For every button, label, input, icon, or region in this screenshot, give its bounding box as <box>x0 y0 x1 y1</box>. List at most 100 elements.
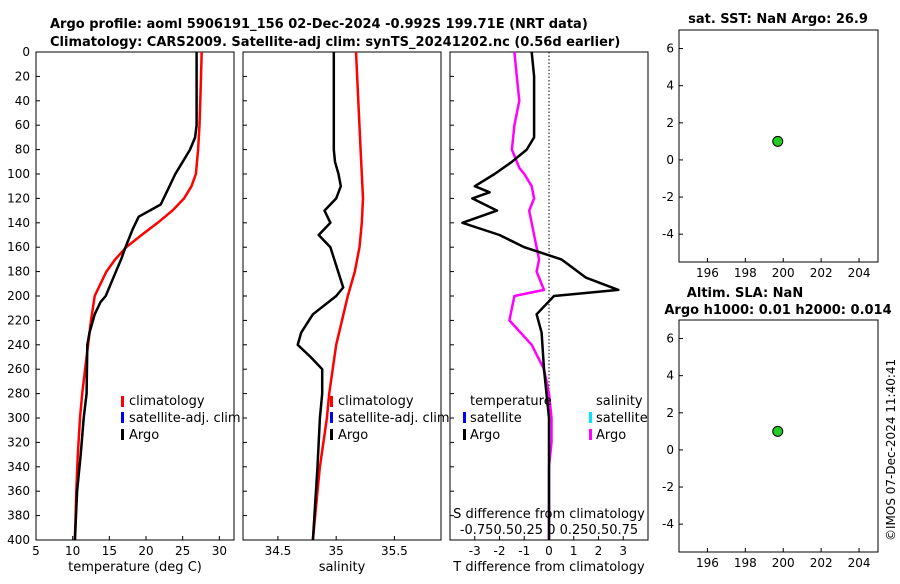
legend-swatch-satellite-adj <box>121 412 124 423</box>
legend-title-temperature: temperature <box>470 394 552 409</box>
difference-salinity-argo-line <box>508 51 553 540</box>
legend-swatch-climatology <box>330 396 333 407</box>
sst-ticks: 6 4 2 0 -2 -4 196 198 200 202 204 <box>662 42 870 280</box>
difference-legend: temperature salinity satellite Argo sate… <box>463 394 648 443</box>
y-tick-label: 6 <box>666 332 674 346</box>
temperature-lines <box>73 51 203 541</box>
depth-tick-label: 120 <box>7 191 30 205</box>
salinity-x-label: salinity <box>319 560 366 575</box>
salinity-tick-label: 35 <box>329 544 344 558</box>
temperature-tick-label: 30 <box>212 544 227 558</box>
legend-swatch-argo <box>330 429 333 440</box>
depth-tick-label: 240 <box>7 338 30 352</box>
y-tick-label: 0 <box>666 153 674 167</box>
depth-tick-label: 220 <box>7 313 30 327</box>
legend-label-temp-argo: Argo <box>470 428 500 443</box>
temperature-tick-label: 20 <box>138 544 153 558</box>
x-tick-label: 204 <box>848 266 871 280</box>
legend-swatch-argo <box>121 429 124 440</box>
legend-title-salinity: salinity <box>596 394 643 409</box>
y-tick-label: -4 <box>662 227 674 241</box>
y-tick-label: 2 <box>666 116 674 130</box>
difference-tick-label: 1 <box>570 544 578 558</box>
sst-title: sat. SST: NaN Argo: 26.9 <box>688 12 868 27</box>
s-difference-ticks: -0.750.50.25 0 0.250.50.75 <box>460 523 638 538</box>
temperature-tick-label: 5 <box>32 544 40 558</box>
x-tick-label: 200 <box>772 556 795 570</box>
legend-swatch-sal-satellite <box>589 412 592 423</box>
depth-tick-label: 80 <box>15 143 30 157</box>
salinity-axes-frame <box>242 51 442 541</box>
difference-temperature-argo-line <box>461 51 620 540</box>
difference-x-ticks: -3 -2 -1 0 1 2 3 <box>450 51 627 558</box>
temperature-panel: 5 10 15 20 25 30 temperature (deg C) climatol… <box>32 51 241 575</box>
depth-tick-label: 320 <box>7 435 30 449</box>
sst-argo-marker <box>772 135 784 147</box>
temperature-tick-label: 25 <box>175 544 190 558</box>
depth-tick-label: 300 <box>7 411 30 425</box>
y-tick-label: -2 <box>662 190 674 204</box>
difference-panel: -3 -2 -1 0 1 2 3 T difference from climatology… <box>449 51 649 575</box>
difference-tick-label: -3 <box>469 544 481 558</box>
depth-tick-label: 380 <box>7 509 30 523</box>
temperature-tick-label: 15 <box>102 544 117 558</box>
salinity-tick-label: 34.5 <box>265 544 292 558</box>
watermark: ©IMOS 07-Dec-2024 11:40:41 <box>884 359 898 541</box>
difference-tick-label: -1 <box>518 544 530 558</box>
y-tick-label: 0 <box>666 443 674 457</box>
depth-axis: 0 20 40 60 80 100 120 140 160 180 200 220 240 260 280 3… <box>7 45 30 547</box>
difference-lines <box>461 51 620 540</box>
temperature-x-label: temperature (deg C) <box>68 560 202 575</box>
header-line-2: Climatology: CARS2009. Satellite-adj cli… <box>50 35 620 50</box>
legend-swatch-climatology <box>121 396 124 407</box>
legend-label-sal-argo: Argo <box>596 428 626 443</box>
y-tick-label: 2 <box>666 406 674 420</box>
x-tick-label: 204 <box>848 556 871 570</box>
legend-swatch-sal-argo <box>589 429 592 440</box>
depth-tick-label: 100 <box>7 167 30 181</box>
difference-tick-label: -2 <box>494 544 506 558</box>
depth-tick-label: 140 <box>7 216 30 230</box>
legend-label-climatology: climatology <box>129 394 205 409</box>
legend-swatch-satellite-adj <box>330 412 333 423</box>
salinity-panel: 34.5 35 35.5 salinity climatology satellit… <box>242 51 450 575</box>
temperature-axes-frame <box>35 51 235 541</box>
x-tick-label: 198 <box>734 556 757 570</box>
x-tick-label: 200 <box>772 266 795 280</box>
sla-title-2: Argo h1000: 0.01 h2000: 0.014 <box>664 303 891 318</box>
legend-swatch-temp-argo <box>463 429 466 440</box>
x-tick-label: 202 <box>810 266 833 280</box>
difference-x-label: T difference from climatology <box>452 560 645 575</box>
depth-tick-label: 180 <box>7 265 30 279</box>
temperature-tick-label: 10 <box>65 544 80 558</box>
x-tick-label: 196 <box>696 266 719 280</box>
salinity-legend: climatology satellite-adj. clim Argo <box>330 394 450 443</box>
temperature-climatology-line <box>73 51 203 541</box>
header-line-1: Argo profile: aoml 5906191_156 02-Dec-20… <box>50 17 588 32</box>
depth-tick-label: 160 <box>7 240 30 254</box>
y-tick-label: -4 <box>662 517 674 531</box>
salinity-climatology-line <box>311 51 365 541</box>
y-tick-label: 4 <box>666 369 674 383</box>
legend-label-satellite-adj: satellite-adj. clim <box>129 411 241 426</box>
depth-tick-label: 360 <box>7 484 30 498</box>
temperature-argo-line <box>73 52 198 541</box>
temperature-legend: climatology satellite-adj. clim Argo <box>121 394 241 443</box>
legend-label-satellite-adj: satellite-adj. clim <box>338 411 450 426</box>
sla-axes-frame <box>678 319 879 553</box>
depth-tick-label: 60 <box>15 118 30 132</box>
y-tick-label: 6 <box>666 42 674 56</box>
depth-tick-label: 400 <box>7 533 30 547</box>
sla-argo-marker <box>772 425 784 437</box>
depth-tick-label: 200 <box>7 289 30 303</box>
legend-label-argo: Argo <box>129 428 159 443</box>
sst-panel: sat. SST: NaN Argo: 26.9 6 4 2 0 -2 -4 196 198 2… <box>662 12 879 280</box>
sst-axes-frame <box>678 29 879 263</box>
difference-tick-label: 0 <box>545 544 553 558</box>
depth-tick-label: 280 <box>7 387 30 401</box>
y-tick-label: 4 <box>666 79 674 93</box>
legend-label-argo: Argo <box>338 428 368 443</box>
s-difference-label: S difference from climatology <box>453 507 645 522</box>
y-tick-label: -2 <box>662 480 674 494</box>
